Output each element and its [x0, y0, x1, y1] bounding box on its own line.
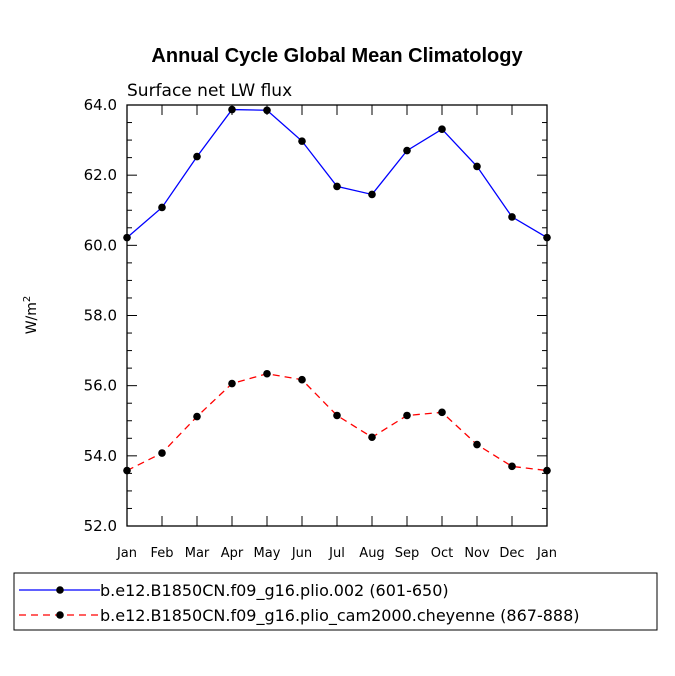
series-1-point [403, 146, 411, 155]
series-1-point [228, 105, 236, 114]
x-tick-label: Dec [499, 546, 524, 561]
x-tick-label: Jan [116, 546, 137, 561]
series-line-1 [126, 108, 548, 239]
series-2-point [228, 379, 236, 388]
series-2-point [193, 412, 201, 421]
series-1-point [473, 162, 481, 171]
x-tick-label: Oct [431, 546, 453, 561]
legend-box [13, 572, 658, 631]
x-tick-label: Jun [291, 546, 312, 561]
y-tick-label: 54.0 [84, 447, 117, 465]
series-2-point [333, 411, 341, 420]
series-1-point [368, 190, 376, 199]
series-2-point [473, 440, 481, 449]
series-1-point [158, 203, 166, 212]
plot-frame [126, 104, 548, 527]
y-tick-label: 58.0 [84, 307, 117, 325]
y-axis-unit-superscript: 2 [22, 296, 33, 302]
series-markers [123, 105, 551, 475]
x-tick-label: May [254, 546, 281, 561]
x-tick-label: Aug [359, 546, 384, 561]
chart-title: Annual Cycle Global Mean Climatology [151, 45, 523, 67]
series-1-point [333, 182, 341, 191]
series-2-point [438, 408, 446, 417]
legend-label-1: b.e12.B1850CN.f09_g16.plio.002 (601-650) [100, 581, 449, 601]
series-line-2 [126, 373, 548, 472]
series-1-point [508, 213, 516, 221]
y-tick-label: 52.0 [84, 517, 117, 535]
series-2-point [403, 411, 411, 420]
y-tick-label: 64.0 [84, 96, 117, 114]
legend-label-2: b.e12.B1850CN.f09_g16.plio_cam2000.cheye… [100, 606, 580, 626]
y-axis-unit: W/m [24, 302, 40, 334]
series-1-point [263, 106, 271, 115]
series-2-point [368, 433, 376, 442]
legend-marker-2 [56, 611, 64, 619]
legend-marker-1 [56, 586, 64, 594]
y-tick-label: 62.0 [84, 166, 117, 184]
series-2-point [158, 449, 166, 457]
series-2-point [508, 462, 516, 471]
x-tick-label: Jul [328, 546, 345, 561]
x-tick-label: Jan [536, 546, 557, 561]
x-tick-label: Sep [395, 546, 420, 561]
series-2-point [298, 375, 306, 384]
legend: b.e12.B1850CN.f09_g16.plio.002 (601-650)… [13, 572, 658, 631]
series-1-point [438, 125, 446, 134]
svg-text:W/m2: W/m2 [22, 296, 40, 335]
axis-ticks [126, 104, 548, 527]
y-tick-labels: 52.0 54.0 56.0 58.0 60.0 62.0 64.0 [84, 96, 117, 535]
y-tick-label: 60.0 [84, 236, 117, 254]
series-2-point [263, 369, 271, 378]
x-tick-label: Nov [464, 546, 490, 561]
series-1-point [298, 137, 306, 145]
x-tick-label: Mar [185, 546, 210, 561]
y-axis-label: W/m2 [22, 296, 40, 335]
chart-subtitle: Surface net LW flux [127, 81, 292, 101]
y-tick-label: 56.0 [84, 377, 117, 395]
x-tick-label: Apr [221, 546, 244, 561]
x-tick-label: Feb [150, 546, 173, 561]
series-1-point [193, 152, 201, 161]
x-tick-labels: Jan Feb Mar Apr May Jun Jul Aug Sep Oct Nov Dec Jan [116, 546, 557, 561]
